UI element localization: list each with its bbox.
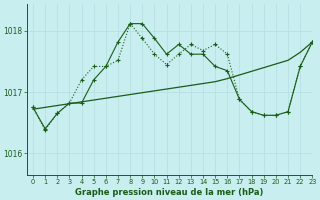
X-axis label: Graphe pression niveau de la mer (hPa): Graphe pression niveau de la mer (hPa) [76,188,264,197]
